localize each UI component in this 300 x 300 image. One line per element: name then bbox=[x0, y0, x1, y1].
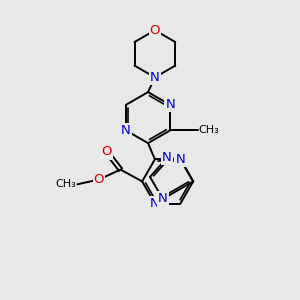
Text: N: N bbox=[162, 152, 172, 164]
Text: O: O bbox=[94, 173, 104, 186]
Text: N: N bbox=[158, 193, 168, 206]
Text: CH₃: CH₃ bbox=[56, 179, 76, 189]
Text: N: N bbox=[121, 124, 131, 137]
Text: O: O bbox=[102, 146, 112, 158]
Text: CH₃: CH₃ bbox=[199, 125, 219, 135]
Text: N: N bbox=[150, 71, 160, 84]
Text: N: N bbox=[165, 98, 175, 111]
Text: N: N bbox=[150, 197, 160, 210]
Text: N: N bbox=[176, 153, 185, 166]
Text: O: O bbox=[150, 24, 160, 37]
